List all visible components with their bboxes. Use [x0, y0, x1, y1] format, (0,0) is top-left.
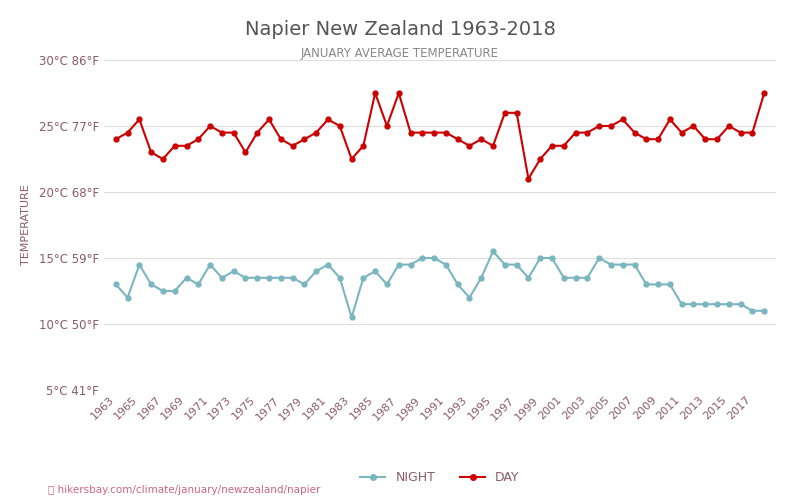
Text: 📍 hikersbay.com/climate/january/newzealand/napier: 📍 hikersbay.com/climate/january/newzeala… [48, 485, 320, 495]
Text: Napier New Zealand 1963-2018: Napier New Zealand 1963-2018 [245, 20, 555, 39]
Text: JANUARY AVERAGE TEMPERATURE: JANUARY AVERAGE TEMPERATURE [301, 48, 499, 60]
Legend: NIGHT, DAY: NIGHT, DAY [355, 466, 525, 489]
Y-axis label: TEMPERATURE: TEMPERATURE [21, 184, 30, 266]
